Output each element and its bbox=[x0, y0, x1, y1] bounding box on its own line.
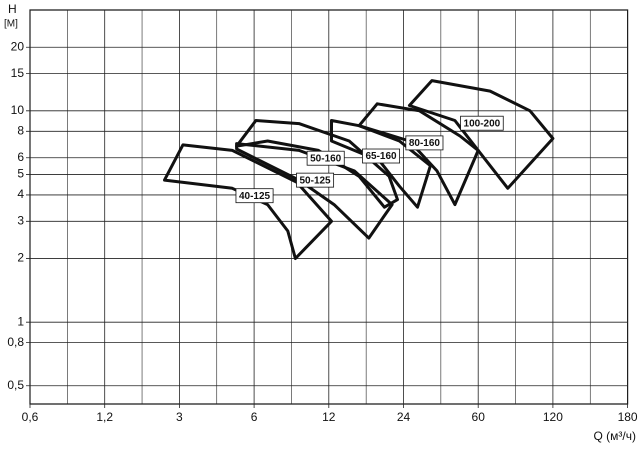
region-label: 50-125 bbox=[296, 172, 335, 188]
y-tick-label: 10 bbox=[11, 103, 25, 117]
x-tick-label: 24 bbox=[397, 410, 411, 424]
label-box bbox=[460, 115, 504, 131]
y-tick-label: 0,5 bbox=[7, 378, 24, 392]
x-axis-label: Q (м³/ч) bbox=[594, 429, 637, 443]
y-tick-label: 2 bbox=[17, 251, 24, 265]
x-tick-label: 1,2 bbox=[96, 410, 113, 424]
region-name: 65-160 bbox=[365, 151, 397, 162]
region-name: 50-125 bbox=[299, 175, 331, 186]
label-box bbox=[405, 135, 444, 151]
region-label: 40-125 bbox=[235, 188, 274, 204]
region-label: 100-200 bbox=[460, 115, 504, 131]
label-box bbox=[362, 148, 400, 164]
region-label: 65-160 bbox=[362, 148, 400, 164]
region-name: 50-160 bbox=[310, 153, 342, 164]
pump-region bbox=[407, 79, 555, 190]
x-tick-label: 12 bbox=[322, 410, 336, 424]
x-tick-label: 60 bbox=[472, 410, 486, 424]
y-tick-label: 0,8 bbox=[7, 335, 24, 349]
x-tick-label: 6 bbox=[251, 410, 258, 424]
y-tick-label: 15 bbox=[11, 66, 25, 80]
label-box bbox=[296, 172, 335, 188]
region-name: 40-125 bbox=[239, 191, 271, 202]
label-box bbox=[306, 150, 345, 166]
x-tick-label: 3 bbox=[176, 410, 183, 424]
label-box bbox=[235, 188, 274, 204]
region-name: 100-200 bbox=[464, 118, 501, 129]
x-tick-label: 0,6 bbox=[22, 410, 39, 424]
y-axis-label: H bbox=[8, 2, 17, 16]
region-label: 80-160 bbox=[405, 135, 444, 151]
y-axis-unit: [M] bbox=[4, 19, 18, 30]
y-tick-label: 8 bbox=[17, 123, 24, 137]
y-tick-label: 6 bbox=[17, 150, 24, 164]
x-tick-label: 180 bbox=[618, 410, 638, 424]
y-tick-label: 1 bbox=[17, 314, 24, 328]
pump-region bbox=[235, 119, 399, 209]
x-tick-label: 120 bbox=[543, 410, 563, 424]
region-label: 50-160 bbox=[306, 150, 345, 166]
y-tick-label: 5 bbox=[17, 167, 24, 181]
y-tick-label: 3 bbox=[17, 214, 24, 228]
region-name: 80-160 bbox=[409, 138, 441, 149]
y-tick-label: 4 bbox=[17, 187, 24, 201]
y-tick-label: 20 bbox=[11, 39, 25, 53]
